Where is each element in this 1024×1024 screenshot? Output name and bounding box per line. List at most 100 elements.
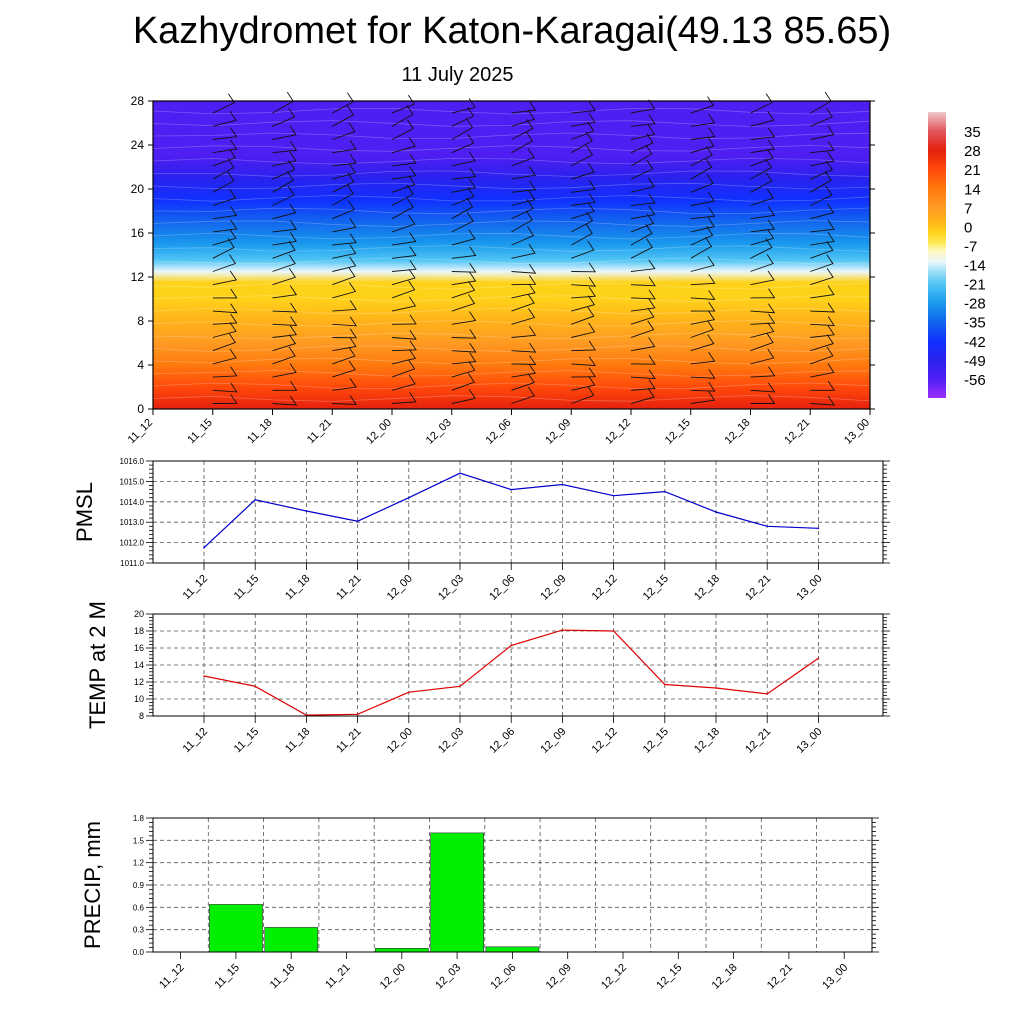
wind-barb	[511, 355, 537, 365]
x-tick-label: 11_15	[232, 726, 262, 756]
wind-barb	[272, 268, 297, 286]
heatmap-x-tick-label: 12_15	[663, 417, 693, 447]
wind-barb	[810, 302, 836, 313]
wind-barb	[810, 325, 835, 338]
heatmap-x-tick-label: 11_21	[305, 417, 335, 447]
wind-barb	[391, 392, 417, 404]
data-point	[254, 498, 256, 501]
wind-barb	[571, 286, 597, 299]
wind-barb	[272, 107, 296, 127]
wind-barb	[212, 93, 236, 114]
wind-barb	[511, 148, 535, 167]
x-tick-label: 12_12	[590, 726, 620, 756]
panel-frame	[152, 460, 884, 564]
wind-barb	[511, 100, 537, 114]
wind-barb	[750, 219, 776, 233]
wind-barb	[750, 238, 773, 259]
wind-barb	[750, 206, 776, 220]
precip-bar	[374, 947, 429, 953]
wind-barb	[511, 199, 534, 220]
wind-barb	[571, 131, 593, 154]
x-tick-label: 12_09	[538, 726, 568, 756]
wind-barb	[630, 354, 656, 365]
y-tick-label: 1016.0	[120, 457, 145, 466]
heatmap-y-tick-label: 24	[131, 138, 145, 152]
x-tick-label: 12_03	[436, 726, 466, 756]
wind-barb	[571, 121, 595, 140]
wind-barb	[810, 219, 835, 233]
wind-barb	[332, 122, 356, 140]
wind-barb	[212, 303, 238, 314]
data-point	[408, 691, 410, 693]
wind-barb	[451, 262, 477, 273]
wind-barb	[391, 314, 417, 325]
wind-barb	[690, 256, 715, 272]
wind-barb	[272, 171, 294, 193]
wind-barb	[630, 205, 656, 220]
wind-barb	[690, 96, 715, 114]
y-tick-label: 1011.0	[120, 559, 144, 568]
wind-barb	[571, 367, 597, 378]
heatmap-x-tick-label: 12_09	[543, 417, 573, 447]
wind-barb	[810, 140, 835, 154]
wind-barb	[690, 310, 716, 325]
wind-barb	[571, 322, 596, 338]
wind-barb	[272, 240, 296, 259]
wind-barb	[272, 232, 297, 246]
wind-barb	[690, 136, 715, 154]
wind-barb	[750, 139, 775, 154]
wind-barb	[810, 232, 835, 246]
wind-barb	[630, 387, 655, 404]
wind-barb	[391, 268, 416, 286]
isotherm-line	[152, 245, 871, 252]
data-point	[664, 490, 666, 493]
wind-barb	[511, 243, 536, 259]
wind-barb	[630, 144, 653, 167]
wind-barb	[690, 174, 714, 193]
heatmap-y-tick-label: 16	[131, 226, 145, 240]
wind-barb	[332, 256, 357, 272]
y-tick-label: 18	[134, 626, 144, 636]
wind-barb	[391, 246, 417, 259]
wind-barb	[272, 219, 298, 233]
wind-barb	[630, 337, 656, 352]
data-point	[203, 546, 205, 549]
y-axis-title: TEMP at 2 M	[85, 601, 110, 729]
wind-barb	[690, 381, 716, 392]
wind-barb	[810, 185, 833, 206]
wind-barb	[332, 163, 357, 180]
colorbar-label: 28	[964, 143, 981, 160]
wind-barb	[750, 229, 775, 246]
data-point	[561, 483, 564, 486]
data-point	[817, 527, 820, 530]
wind-barb	[272, 395, 298, 406]
wind-barb	[212, 333, 236, 352]
y-tick-label: 1.2	[133, 859, 145, 868]
wind-barb	[810, 363, 835, 378]
colorbar-label: -14	[964, 258, 986, 275]
wind-barb	[810, 285, 835, 299]
isotherm-line	[152, 107, 871, 115]
wind-barb	[810, 381, 836, 391]
wind-barb	[750, 188, 775, 206]
y-tick-label: 0.0	[133, 948, 145, 957]
data-point	[510, 644, 512, 647]
colorbar-label: -56	[964, 372, 986, 389]
wind-barb	[810, 107, 833, 127]
data-point	[612, 494, 615, 497]
wind-barb	[391, 232, 417, 246]
wind-barb	[511, 364, 536, 378]
wind-barb	[690, 127, 716, 140]
y-tick-label: 1013.0	[120, 518, 145, 527]
colorbar-label: 35	[964, 124, 981, 141]
wind-barb	[451, 187, 475, 206]
wind-barb	[212, 206, 238, 220]
wind-barb	[272, 185, 295, 206]
y-tick-label: 1015.0	[120, 477, 145, 486]
heatmap-y-tick-label: 20	[131, 182, 145, 196]
x-tick-label: 12_00	[378, 962, 408, 992]
heatmap-x-tick-label: 13_00	[842, 417, 872, 447]
wind-barb	[571, 179, 596, 193]
wind-barb	[451, 118, 474, 140]
wind-barb	[391, 329, 417, 340]
